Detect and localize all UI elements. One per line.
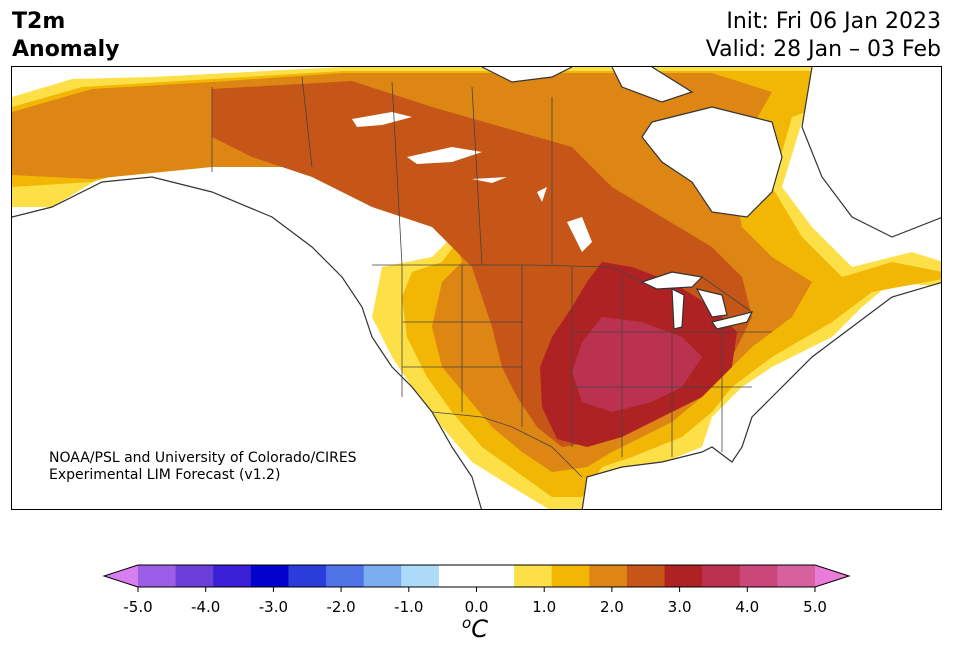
colorbar-segment [626, 565, 666, 587]
state-lines-east [571, 267, 772, 457]
colorbar-segment [815, 565, 849, 587]
atlantic-ocean [742, 282, 941, 509]
colorbar-ticks [137, 587, 816, 592]
pacific-coast-line [12, 176, 483, 509]
credit-line-2: Experimental LIM Forecast (v1.2) [49, 467, 281, 483]
colorbar-segment [288, 565, 327, 587]
colorbar-segment [104, 565, 138, 587]
great-lake-superior [642, 272, 702, 289]
political-boundaries [211, 76, 772, 478]
colorbar-segment [401, 565, 440, 587]
state-lines-west [401, 265, 523, 427]
anomaly-map [12, 67, 941, 509]
colorbar-tick-label: 2.0 [599, 598, 624, 616]
hudson-bay-line [641, 106, 783, 218]
colorbar-segment [326, 565, 365, 587]
colorbar-tick-label: 3.0 [667, 598, 692, 616]
hudson-bay [642, 107, 782, 217]
great-lake-michigan [672, 289, 684, 329]
forecast-dates: Init: Fri 06 Jan 2023 Valid: 28 Jan – 03… [706, 8, 941, 64]
lake-winnipegosis [537, 187, 547, 202]
colorbar-tick-label: -4.0 [191, 598, 221, 616]
colorbar-segment [702, 565, 741, 587]
colorbar-tick-label: 0.0 [464, 598, 489, 616]
colorbar-segment [438, 565, 477, 587]
units-superscript: o [462, 614, 472, 632]
credit-line-1: NOAA/PSL and University of Colorado/CIRE… [49, 450, 357, 466]
map-title: T2m Anomaly [12, 8, 119, 64]
lake-athabasca [472, 177, 507, 183]
map-panel [11, 66, 942, 510]
colorbar-segment [589, 565, 628, 587]
title-line-2: Anomaly [12, 37, 120, 62]
greenland-area [802, 67, 941, 237]
colorbar-segment [739, 565, 778, 587]
colorbar-tick-label: -5.0 [123, 598, 153, 616]
great-slave-lake [407, 147, 482, 164]
us-canada-border [372, 264, 753, 313]
colorbar-tick-label: -3.0 [258, 598, 289, 616]
colorbar-segment [551, 565, 590, 587]
colorbar-tick-label: -1.0 [394, 598, 424, 616]
colorbar-segment [664, 565, 703, 587]
colorbar-segment [777, 565, 816, 587]
mexico-border [431, 411, 583, 478]
great-lake-huron [697, 289, 727, 317]
credit-text: NOAA/PSL and University of Colorado/CIRE… [49, 450, 357, 484]
colorbar-segment [476, 565, 515, 587]
init-date: Init: Fri 06 Jan 2023 [726, 9, 941, 34]
anomaly-band-3-5 [572, 317, 702, 412]
colorbar-segment [138, 565, 177, 587]
pacific-ocean [12, 177, 482, 509]
province-lines [301, 76, 553, 266]
colorbar-segment [213, 565, 252, 587]
colorbar-segments [104, 565, 849, 587]
colorbar-tick-label: 4.0 [735, 598, 760, 616]
valid-date: Valid: 28 Jan – 03 Feb [705, 37, 941, 62]
colorbar-segment [175, 565, 214, 587]
units-base: C [471, 615, 488, 643]
colorbar-segment [363, 565, 402, 587]
lake-winnipeg [567, 217, 592, 252]
colorbar-tick-label: 1.0 [532, 598, 557, 616]
title-line-1: T2m [12, 9, 66, 34]
great-bear-lake [352, 112, 412, 127]
great-lake-erie [712, 312, 752, 329]
arctic-channel [612, 67, 692, 102]
coastlines [12, 67, 941, 509]
gulf-of-mexico [582, 447, 925, 509]
arctic-islands-line [481, 67, 941, 238]
units-label: oC [462, 614, 488, 643]
colorbar-segment [250, 565, 289, 587]
colorbar-segment [514, 565, 553, 587]
neutral-areas [12, 67, 941, 509]
colorbar-tick-label: -2.0 [326, 598, 356, 616]
gulf-coast-line [581, 281, 941, 509]
colorbar-tick-label: 5.0 [803, 598, 827, 616]
great-lakes-line [640, 271, 754, 330]
